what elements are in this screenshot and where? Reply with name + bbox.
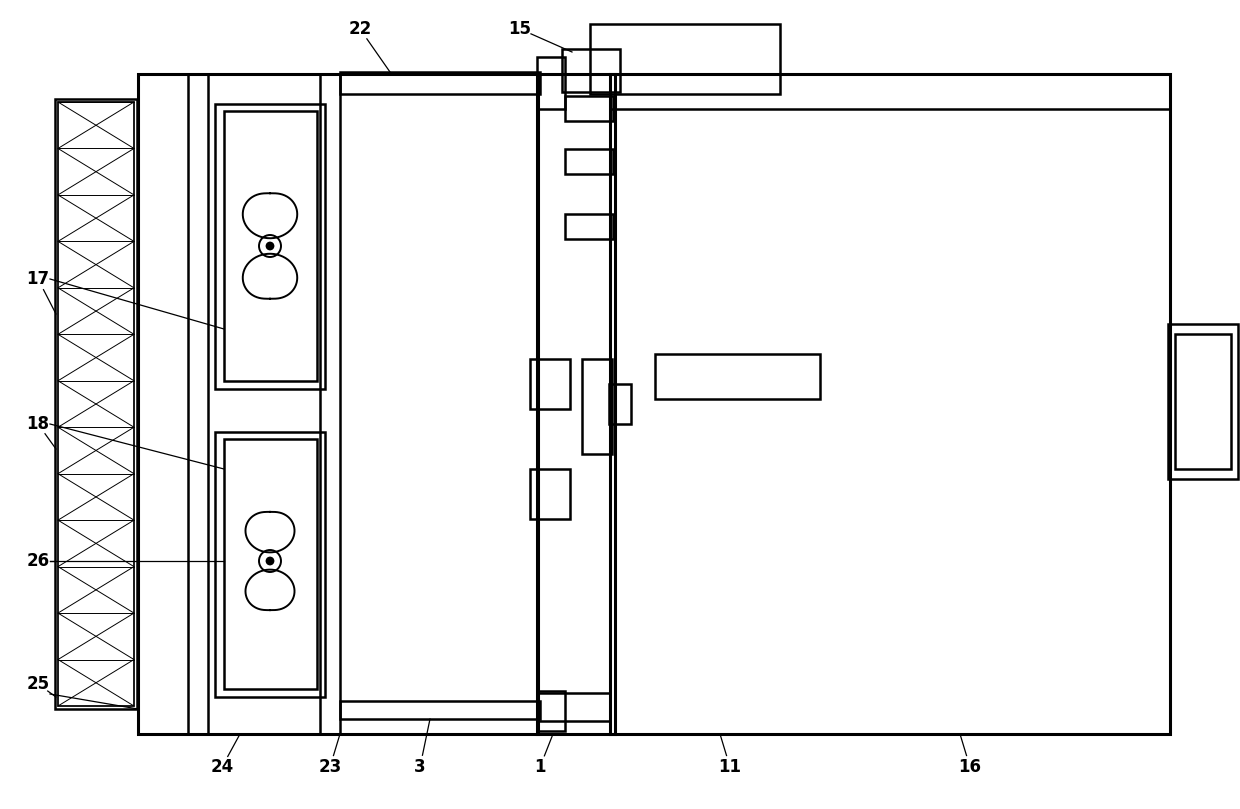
Bar (58, 102, 134, 706)
Text: 18: 18 (26, 415, 50, 433)
Bar (609, 384, 631, 424)
Text: 16: 16 (959, 758, 982, 776)
Bar (537, 57, 565, 109)
Bar (215, 104, 325, 389)
Bar (224, 111, 317, 381)
Bar (537, 691, 565, 731)
Bar (1176, 334, 1231, 469)
Bar (529, 359, 570, 409)
Bar (610, 74, 1171, 734)
Text: 24: 24 (211, 758, 233, 776)
Bar (590, 24, 780, 94)
Text: 26: 26 (26, 552, 50, 570)
Bar (562, 49, 620, 92)
Text: 23: 23 (319, 758, 342, 776)
Bar (655, 354, 820, 399)
Text: 17: 17 (26, 270, 50, 288)
Text: 11: 11 (718, 758, 742, 776)
Bar (215, 432, 325, 697)
Bar (138, 74, 538, 734)
Bar (224, 439, 317, 689)
Bar (565, 214, 613, 239)
Circle shape (265, 557, 274, 565)
Bar (565, 149, 613, 174)
Bar (55, 99, 136, 709)
Text: 3: 3 (414, 758, 425, 776)
Bar (565, 96, 613, 121)
Text: 25: 25 (26, 675, 50, 693)
Bar (340, 72, 539, 94)
Text: 22: 22 (348, 20, 372, 38)
Bar (582, 359, 613, 454)
Bar (529, 469, 570, 519)
Bar (340, 701, 539, 719)
Bar (537, 693, 610, 721)
Text: 15: 15 (508, 20, 532, 38)
Text: 1: 1 (534, 758, 546, 776)
Circle shape (265, 242, 274, 251)
Bar (537, 74, 615, 734)
Bar (1168, 324, 1238, 479)
